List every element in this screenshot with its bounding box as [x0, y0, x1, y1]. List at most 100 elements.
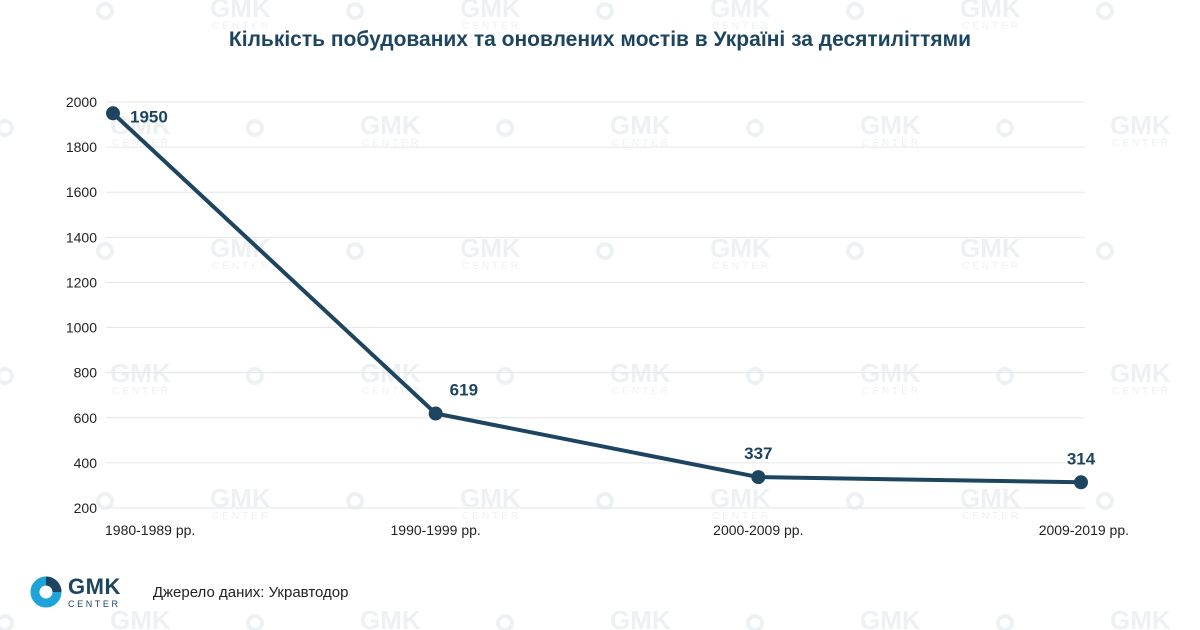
watermark-ring-icon [246, 367, 264, 385]
watermark-ring-icon [1096, 2, 1114, 20]
gmk-logo-ring-icon [30, 576, 62, 608]
watermark-text: GMK [360, 605, 421, 630]
watermark-text: GMK [460, 0, 521, 23]
data-point [428, 406, 443, 421]
watermark-text: GMK [110, 110, 171, 140]
gmk-logo: GMK CENTER [30, 573, 121, 609]
data-label: 619 [450, 380, 478, 399]
watermark-ring-icon [0, 367, 14, 385]
y-tick-label: 1200 [66, 274, 97, 290]
y-tick-label: 400 [74, 455, 98, 471]
watermark-ring-icon [496, 614, 514, 630]
watermark-ring-icon [96, 2, 114, 20]
data-point [751, 470, 766, 485]
watermark-text: GMK [610, 110, 671, 140]
watermark-subtext: CENTER [962, 21, 1021, 32]
data-label: 337 [744, 444, 772, 463]
y-axis-ticks: 200 400 600 800 1000 1200 1400 1600 1800 2000 [66, 94, 97, 516]
watermark-ring-icon [596, 242, 614, 260]
watermark-subtext: CENTER [712, 511, 771, 522]
watermark-ring-icon [746, 119, 764, 137]
watermark-subtext: CENTER [212, 21, 271, 32]
watermark-ring-icon [996, 119, 1014, 137]
watermark-ring-icon [596, 492, 614, 510]
watermark-text: GMK [210, 0, 271, 23]
y-tick-label: 1600 [66, 184, 97, 200]
watermark-ring-icon [96, 242, 114, 260]
watermark-ring-icon [746, 367, 764, 385]
logo-sub-text: CENTER [68, 598, 121, 609]
y-tick-label: 1000 [66, 320, 97, 336]
watermark-subtext: CENTER [462, 261, 521, 272]
watermark-text: GMK [110, 605, 171, 630]
watermark-subtext: CENTER [462, 21, 521, 32]
x-axis-categories: 1980-1989 рр. 1990-1999 рр. 2000-2009 рр. 2… [105, 522, 1129, 538]
watermark-subtext: CENTER [1112, 386, 1171, 397]
watermark-text: GMK [860, 110, 921, 140]
y-tick-label: 1400 [66, 229, 97, 245]
watermark-text: GMK [960, 233, 1021, 263]
y-tick-label: 200 [74, 500, 98, 516]
grid-lines [106, 101, 1085, 509]
data-labels: 1950 619 337 314 [130, 107, 1096, 468]
series-line [111, 111, 1082, 485]
data-points [106, 106, 1088, 490]
watermark-ring-icon [246, 614, 264, 630]
data-point [1074, 475, 1088, 490]
watermark-ring-icon [346, 242, 364, 260]
watermark-subtext: CENTER [712, 21, 771, 32]
watermark-text: GMK [710, 233, 771, 263]
y-tick-label: 1800 [66, 139, 97, 155]
watermark-ring-icon [346, 492, 364, 510]
watermark-ring-icon [746, 614, 764, 630]
y-tick-label: 800 [74, 365, 98, 381]
watermark-ring-icon [596, 2, 614, 20]
data-label: 1950 [130, 107, 168, 126]
source-note: Джерело даних: Укравтодор [152, 583, 349, 601]
watermark-ring-icon [846, 492, 864, 510]
y-tick-label: 600 [74, 410, 98, 426]
watermark-ring-icon [496, 119, 514, 137]
watermark-ring-icon [0, 614, 14, 630]
watermark-subtext: CENTER [112, 386, 171, 397]
watermark-ring-icon [1096, 242, 1114, 260]
watermark-subtext: CENTER [612, 138, 671, 149]
watermark-ring-icon [246, 119, 264, 137]
x-category-label: 2009-2019 рр. [1039, 522, 1129, 538]
watermark-ring-icon [1096, 492, 1114, 510]
data-point [106, 106, 120, 121]
watermark-text: GMK [860, 605, 921, 630]
watermark-text: GMK [460, 233, 521, 263]
x-category-label: 1990-1999 рр. [391, 522, 481, 538]
watermark-subtext: CENTER [862, 138, 921, 149]
watermark-subtext: CENTER [712, 261, 771, 272]
watermark-ring-icon [996, 614, 1014, 630]
watermark-ring-icon [996, 367, 1014, 385]
watermark-ring-icon [846, 2, 864, 20]
watermark-subtext: CENTER [362, 386, 421, 397]
watermark-text: GMK [1110, 110, 1171, 140]
watermark-ring-icon [846, 242, 864, 260]
watermark-subtext: CENTER [862, 386, 921, 397]
watermark-subtext: CENTER [212, 511, 271, 522]
watermark-text: GMK [710, 0, 771, 23]
watermark-subtext: CENTER [612, 386, 671, 397]
watermark-subtext: CENTER [1112, 138, 1171, 149]
y-tick-label: 2000 [66, 94, 97, 110]
watermark-subtext: CENTER [962, 511, 1021, 522]
x-category-label: 2000-2009 рр. [713, 522, 803, 538]
watermark-text: GMK [610, 605, 671, 630]
watermark-subtext: CENTER [112, 138, 171, 149]
chart-title: Кількість побудованих та оновлених мості… [228, 28, 972, 51]
x-category-label: 1980-1989 рр. [105, 522, 195, 538]
watermark-text: GMK [360, 110, 421, 140]
data-label: 314 [1067, 449, 1096, 468]
watermark-subtext: CENTER [362, 138, 421, 149]
logo-main-text: GMK [68, 573, 121, 599]
watermark-text: GMK [1110, 605, 1171, 630]
watermark-ring-icon [496, 367, 514, 385]
watermark-text: GMK [960, 0, 1021, 23]
watermark-ring-icon [0, 119, 14, 137]
watermark-ring-icon [346, 2, 364, 20]
